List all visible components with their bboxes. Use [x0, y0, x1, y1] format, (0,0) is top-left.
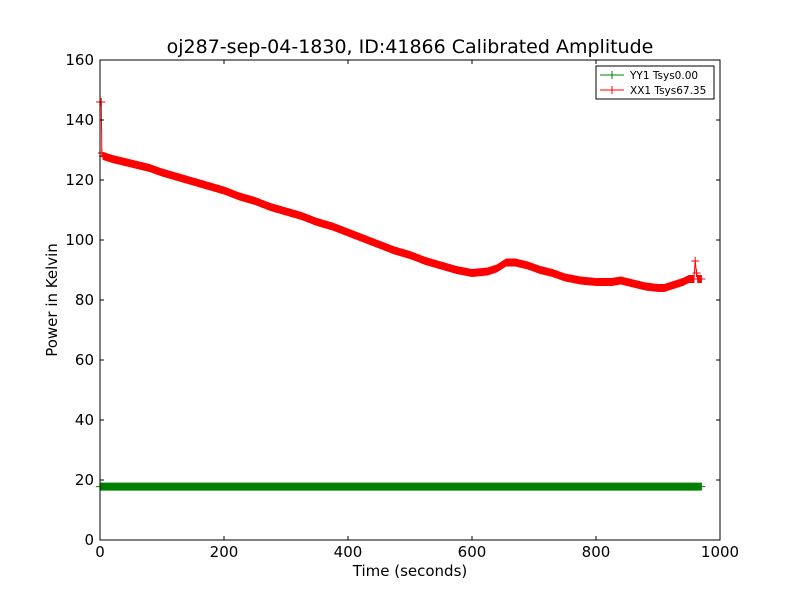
legend-entry: YY1 Tsys0.00 — [600, 70, 698, 82]
legend-label: YY1 Tsys0.00 — [629, 70, 698, 82]
y-tick-label: 40 — [75, 411, 94, 429]
y-tick-label: 140 — [65, 111, 94, 129]
ticks-layer: 0 200 400 600 800 1000 0 20 40 60 80 100 120 140 160 — [65, 51, 739, 561]
x-tick-label: 1000 — [701, 543, 739, 561]
y-tick-label: 120 — [65, 171, 94, 189]
chart-title: oj287-sep-04-1830, ID:41866 Calibrated A… — [167, 36, 654, 58]
x-tick-label: 0 — [95, 543, 105, 561]
series-layer — [96, 98, 706, 491]
series-markers — [96, 482, 706, 491]
y-axis-label: Power in Kelvin — [43, 243, 61, 357]
legend-marker — [608, 86, 616, 94]
y-tick-label: 80 — [75, 291, 94, 309]
legend-marker — [608, 71, 616, 79]
y-tick-label: 100 — [65, 231, 94, 249]
x-axis-label: Time (seconds) — [352, 562, 468, 580]
y-tick-label: 20 — [75, 471, 94, 489]
y-tick-label: 0 — [84, 531, 94, 549]
x-tick-label: 400 — [334, 543, 363, 561]
x-tick-label: 200 — [210, 543, 239, 561]
legend-entry: XX1 Tsys67.35 — [600, 85, 706, 97]
y-tick-label: 60 — [75, 351, 94, 369]
y-tick-label: 160 — [65, 51, 94, 69]
legend-label: XX1 Tsys67.35 — [630, 85, 706, 97]
series-1 — [96, 98, 706, 292]
x-tick-label: 600 — [458, 543, 487, 561]
legend: YY1 Tsys0.00 XX1 Tsys67.35 — [595, 65, 715, 100]
series-0 — [96, 482, 706, 491]
legend-box — [595, 65, 715, 100]
x-tick-label: 800 — [582, 543, 611, 561]
